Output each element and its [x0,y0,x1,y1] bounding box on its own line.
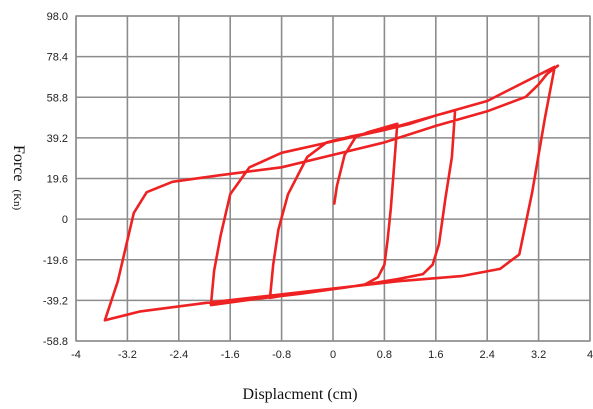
grid [75,15,591,342]
x-axis-ticks: -4 -3.2 -2.4 -1.6 -0.8 0 0.8 1.6 2.4 3.2 4 [71,349,593,361]
y-tick-label: -39.2 [43,295,68,307]
x-tick-label: 0 [330,349,336,361]
y-axis-ticks: 98.0 78.4 58.8 39.2 19.6 0 -19.6 -39.2 -58.8 [43,11,68,348]
y-tick-label: 78.4 [47,52,68,64]
y-tick-label: -19.6 [43,255,68,267]
y-tick-label: 19.6 [47,174,68,186]
y-axis-label: Force [10,145,27,181]
x-tick-label: 1.6 [428,349,443,361]
x-tick-label: -0.8 [272,349,291,361]
y-tick-label: 0 [62,214,68,226]
x-tick-label: -2.4 [169,349,188,361]
series-line-0 [103,64,560,322]
x-tick-label: -3.2 [118,349,137,361]
y-axis-unit: (Kn) [11,189,23,210]
x-tick-label: 4 [587,349,593,361]
x-axis-label: Displacment (cm) [242,386,357,403]
x-tick-label: 0.8 [377,349,392,361]
y-tick-label: -58.8 [43,336,68,348]
y-axis-label-group: Force (Kn) [10,145,27,211]
series-layer [103,64,560,322]
x-tick-label: 3.2 [531,349,546,361]
y-tick-label: 39.2 [47,133,68,145]
x-tick-label: -1.6 [221,349,240,361]
y-tick-label: 98.0 [47,11,68,23]
svg-text:Force (Kn): Force (Kn) [10,145,27,211]
x-tick-label: 2.4 [480,349,495,361]
x-tick-label: -4 [71,349,81,361]
y-tick-label: 58.8 [47,92,68,104]
